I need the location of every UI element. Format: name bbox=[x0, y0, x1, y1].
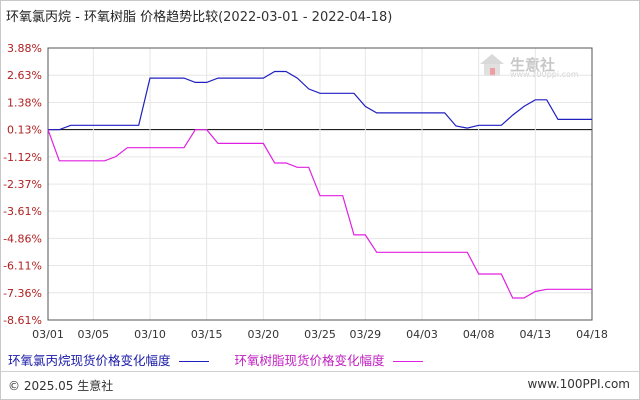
y-tick-label: 2.63% bbox=[7, 69, 42, 82]
legend-label-series1: 环氧氯丙烷现货价格变化幅度 bbox=[8, 353, 171, 368]
y-tick-label: 1.38% bbox=[7, 96, 42, 109]
x-tick-label: 03/29 bbox=[349, 328, 381, 341]
watermark-logo: 生意社 www.100ppi.com bbox=[478, 52, 579, 79]
x-tick-label: 04/13 bbox=[519, 328, 551, 341]
y-tick-label: -2.37% bbox=[3, 178, 42, 191]
footer-divider bbox=[0, 371, 640, 372]
watermark-brand: 生意社 bbox=[510, 56, 556, 74]
x-tick-label: 03/01 bbox=[32, 328, 64, 341]
legend-label-series2: 环氧树脂现货价格变化幅度 bbox=[234, 353, 385, 368]
chart-title-text: 环氧氯丙烷 - 环氧树脂 价格趋势比较 bbox=[6, 10, 219, 25]
x-tick-label: 03/10 bbox=[134, 328, 166, 341]
y-tick-label: 3.88% bbox=[7, 42, 42, 55]
y-tick-label: -6.11% bbox=[3, 260, 42, 273]
y-tick-label: -3.61% bbox=[3, 205, 42, 218]
series-line-1 bbox=[48, 70, 592, 131]
x-tick-label: 04/03 bbox=[406, 328, 438, 341]
watermark-url: www.100ppi.com bbox=[510, 70, 579, 79]
legend-swatch-series1 bbox=[178, 361, 209, 362]
x-tick-label: 03/25 bbox=[304, 328, 336, 341]
y-tick-label: 0.13% bbox=[7, 124, 42, 137]
x-tick-label: 03/20 bbox=[247, 328, 279, 341]
chart-title-range: (2022-03-01 - 2022-04-18) bbox=[218, 10, 393, 25]
y-tick-label: -1.12% bbox=[3, 151, 42, 164]
line-chart: 3.88% 2.63% 1.38% 0.13% -1.12% -2.37% -3.61% -4… bbox=[3, 42, 608, 341]
y-tick-label: -4.86% bbox=[3, 232, 42, 245]
x-tick-label: 03/15 bbox=[191, 328, 223, 341]
site-url-link[interactable]: www.100PPI.com bbox=[527, 377, 630, 391]
y-tick-label: -7.36% bbox=[3, 287, 42, 300]
x-tick-label: 03/05 bbox=[77, 328, 109, 341]
copyright-text: © 2025.05 生意社 bbox=[8, 379, 114, 393]
legend-swatch-series2 bbox=[392, 361, 423, 362]
legend-item-series2: 环氧树脂现货价格变化幅度 bbox=[235, 350, 423, 369]
plot-area-border bbox=[47, 47, 593, 321]
x-tick-label: 04/08 bbox=[463, 328, 495, 341]
y-tick-label: -8.61% bbox=[3, 314, 42, 327]
x-tick-label: 04/18 bbox=[576, 328, 608, 341]
house-logo-icon bbox=[480, 54, 504, 76]
series-line-2 bbox=[47, 129, 592, 299]
legend-item-series1: 环氧氯丙烷现货价格变化幅度 bbox=[8, 350, 209, 369]
legend: 环氧氯丙烷现货价格变化幅度 环氧树脂现货价格变化幅度 bbox=[8, 350, 445, 369]
chart-title: 环氧氯丙烷 - 环氧树脂 价格趋势比较(2022-03-01 - 2022-04… bbox=[6, 6, 392, 25]
